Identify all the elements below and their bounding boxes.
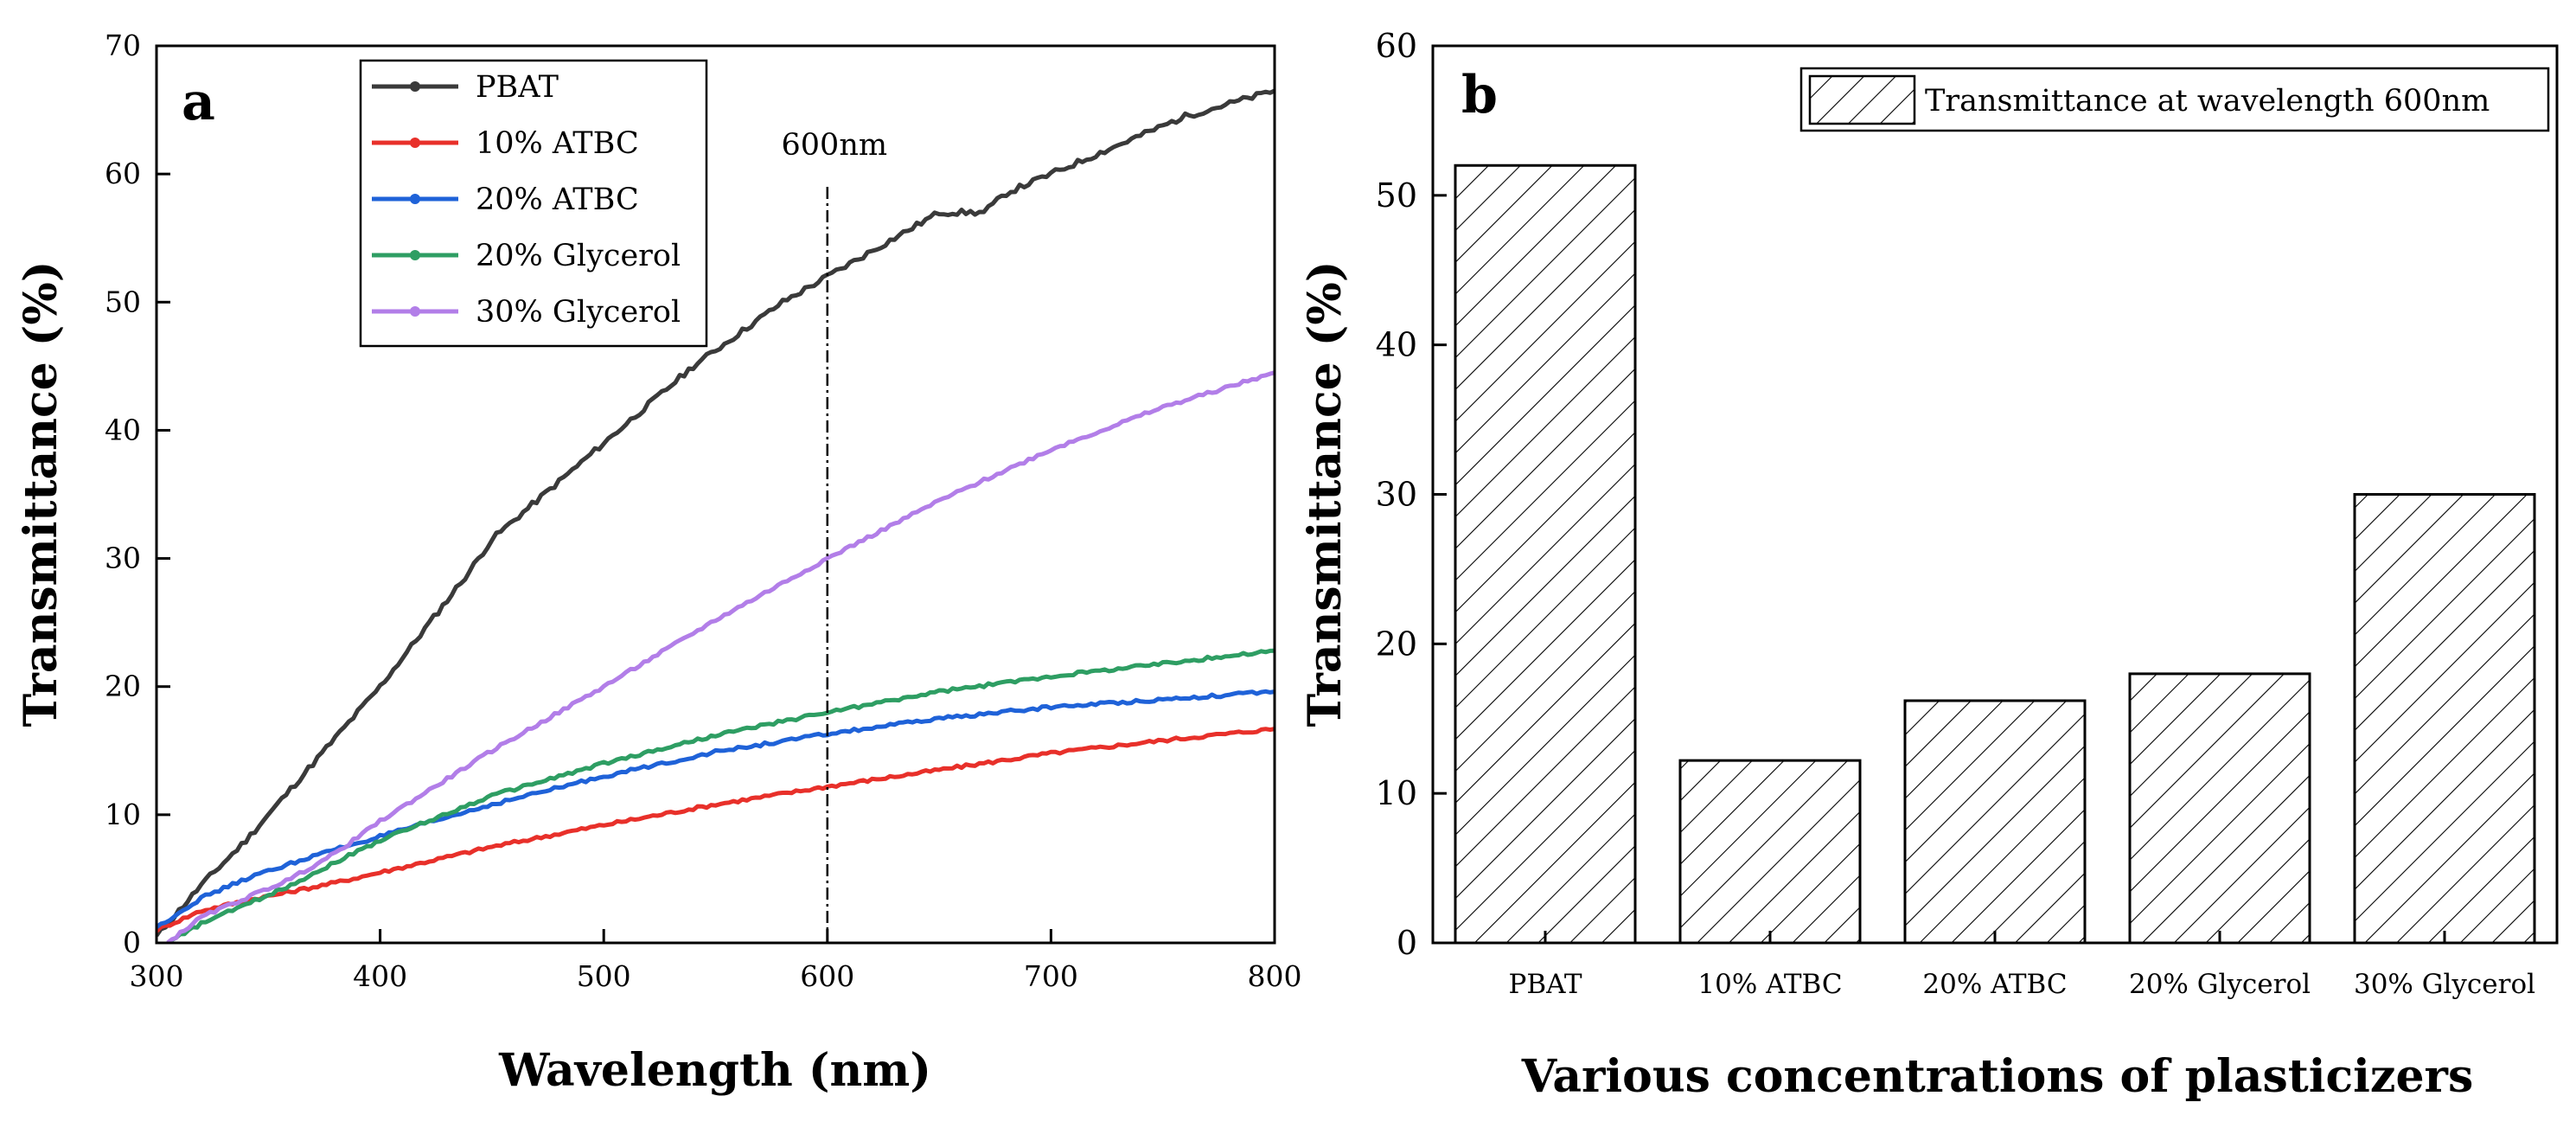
legend-marker — [410, 250, 420, 260]
legend-box — [359, 59, 708, 348]
y-tick-label: 10 — [105, 798, 141, 831]
y-tick-label: 60 — [1376, 27, 1417, 65]
y-tick-label: 70 — [105, 29, 141, 62]
panel-b-letter: b — [1461, 65, 1498, 125]
y-tick-label: 20 — [1376, 625, 1417, 663]
panel-a-letter: a — [182, 72, 215, 132]
panel-a-x-axis-title: Wavelength (nm) — [498, 1044, 931, 1097]
legend-marker — [410, 81, 420, 92]
category-label: 20% ATBC — [1922, 969, 2067, 1000]
panel-a-legend: PBAT 10% ATBC 20% ATBC 20% Glycerol 30% Glyc… — [359, 59, 708, 348]
y-tick-label: 50 — [105, 285, 141, 318]
y-tick-label: 60 — [105, 157, 141, 190]
legend-label: 30% Glycerol — [476, 295, 681, 330]
legend-marker — [410, 138, 420, 148]
legend-swatch — [1808, 74, 1916, 125]
panel-a-frame — [155, 44, 1276, 945]
panel-b-y-axis-title: Transmittance (%) — [1299, 261, 1352, 727]
panel-b-ticks: 0 10 20 30 40 50 60 PBAT 10% ATBC 20% ATBC 20% Gly… — [1376, 27, 2535, 1000]
legend-label: 10% ATBC — [476, 126, 639, 161]
series-line-30-glycerol — [166, 370, 1275, 943]
y-tick-label: 40 — [1376, 326, 1417, 364]
x-tick-label: 800 — [1248, 959, 1302, 993]
x-tick-label: 300 — [130, 959, 184, 993]
legend-label: Transmittance at wavelength 600nm — [1925, 84, 2490, 119]
category-label: PBAT — [1508, 969, 1582, 1000]
panel-b-frame — [1431, 44, 2559, 945]
x-tick-label: 500 — [577, 959, 631, 993]
panel-b: 0 10 20 30 40 50 60 PBAT 10% ATBC 20% ATBC 20% Gly… — [1299, 27, 2559, 1103]
bar-20-glycerol — [2128, 672, 2311, 945]
x-tick-label: 400 — [353, 959, 407, 993]
y-tick-label: 30 — [105, 542, 141, 575]
series-line-10-atbc — [157, 727, 1275, 933]
bar-20-atbc — [1903, 699, 2087, 945]
panel-b-x-axis-title: Various concentrations of plasticizers — [1521, 1050, 2473, 1103]
y-tick-label: 30 — [1376, 476, 1417, 514]
panel-b-legend: Transmittance at wavelength 600nm — [1799, 67, 2550, 132]
legend-box — [1799, 67, 2550, 132]
600nm-annotation: 600nm — [782, 128, 888, 163]
bar-10-atbc — [1678, 759, 1862, 945]
y-tick-label: 0 — [123, 926, 141, 959]
category-label: 30% Glycerol — [2354, 969, 2535, 1000]
legend-marker — [410, 194, 420, 204]
panel-b-bars — [1454, 163, 2536, 945]
category-label: 20% Glycerol — [2129, 969, 2311, 1000]
x-tick-label: 700 — [1024, 959, 1078, 993]
series-line-20-glycerol — [166, 648, 1275, 943]
panel-a-y-axis-title: Transmittance (%) — [15, 261, 67, 727]
x-tick-label: 600 — [800, 959, 854, 993]
legend-label: 20% Glycerol — [476, 239, 681, 273]
panel-a-lines — [157, 88, 1275, 943]
category-label: 10% ATBC — [1697, 969, 1842, 1000]
bar-pbat — [1454, 163, 1637, 945]
y-tick-label: 0 — [1397, 924, 1417, 962]
series-line-pbat — [157, 88, 1275, 938]
y-tick-label: 10 — [1376, 774, 1417, 812]
y-tick-label: 50 — [1376, 176, 1417, 215]
y-tick-label: 20 — [105, 670, 141, 703]
series-line-20-atbc — [157, 689, 1275, 929]
legend-label: 20% ATBC — [476, 183, 639, 217]
legend-label: PBAT — [476, 70, 559, 105]
bar-30-glycerol — [2353, 493, 2536, 945]
panel-a-ticks: 300 400 500 600 700 800 0 10 20 30 40 50 60 70 — [105, 29, 1302, 993]
legend-marker — [410, 306, 420, 317]
y-tick-label: 40 — [105, 413, 141, 446]
